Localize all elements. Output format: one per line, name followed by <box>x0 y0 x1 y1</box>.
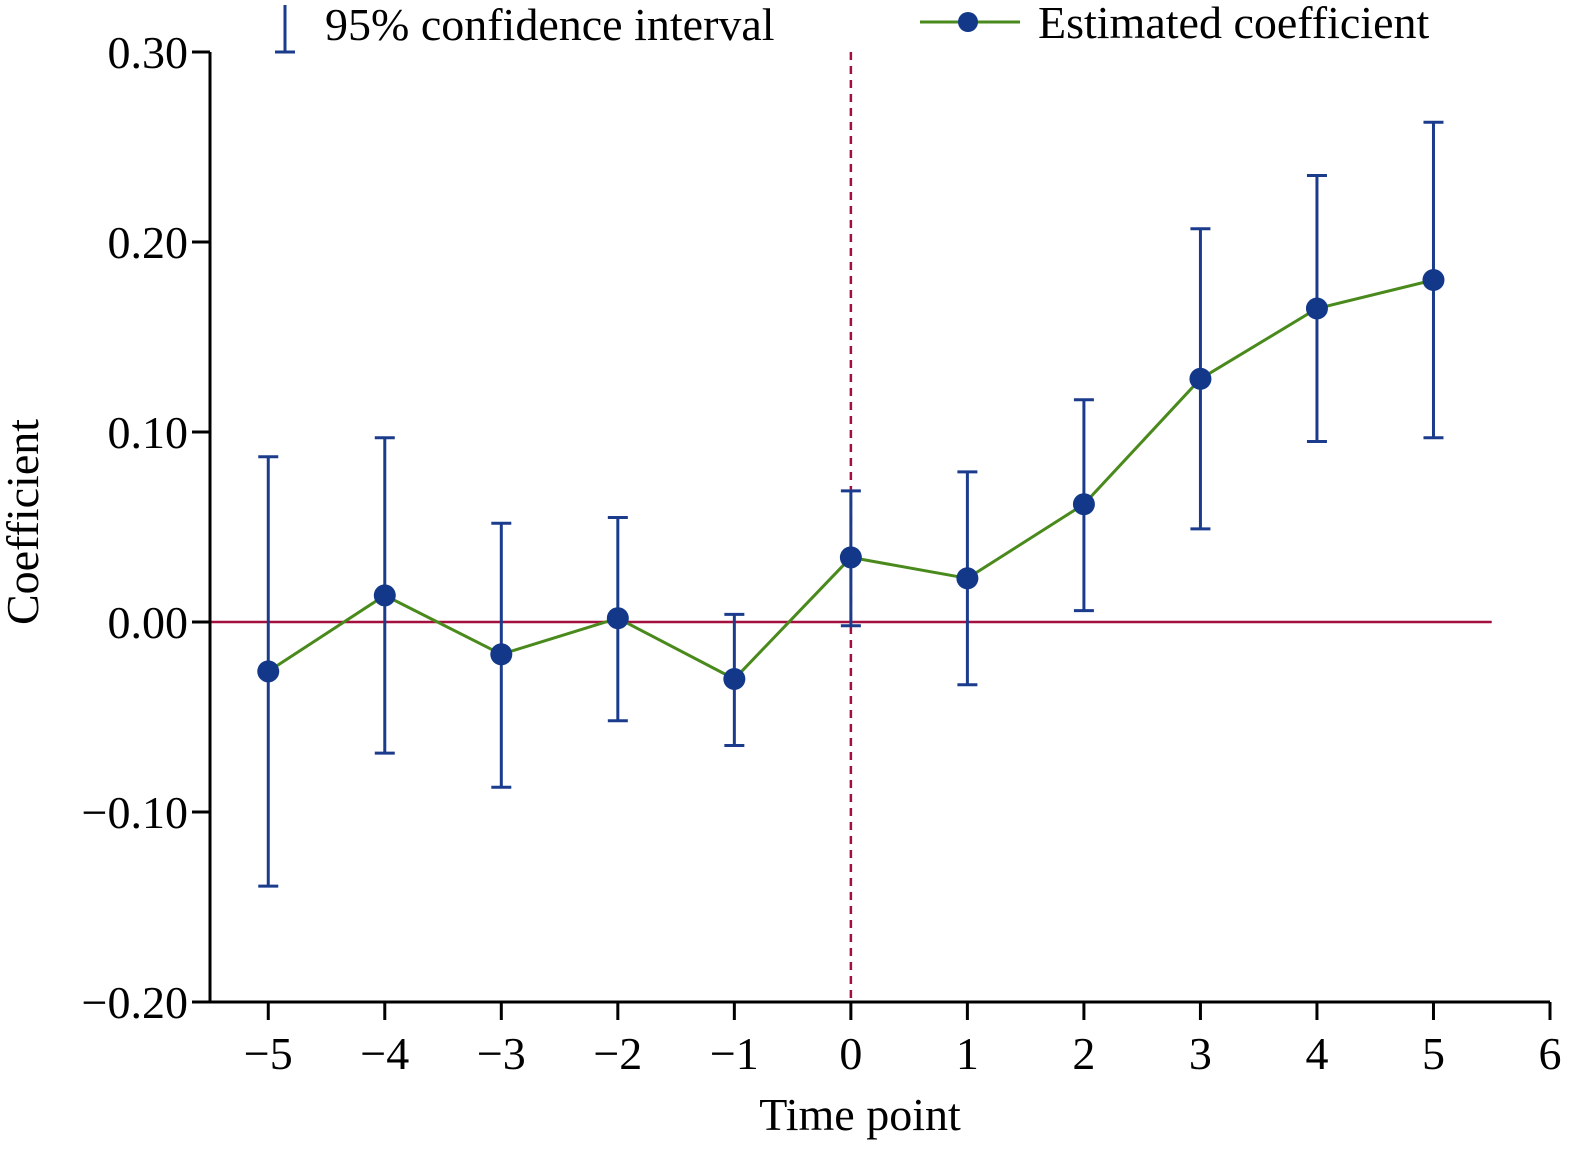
x-axis-label: Time point <box>759 1089 961 1140</box>
coefficient-point <box>1189 367 1212 390</box>
coefficient-point <box>1305 297 1328 320</box>
coefficient-point <box>723 668 746 690</box>
coefficient-point <box>839 546 862 569</box>
x-tick-label: 2 <box>1072 1028 1095 1079</box>
y-tick-label: 0.20 <box>108 217 189 268</box>
coefficient-point <box>606 607 629 630</box>
x-tick-label: −1 <box>710 1028 759 1079</box>
x-tick-label: 6 <box>1539 1028 1562 1079</box>
legend-marker-swatch <box>958 12 978 32</box>
coefficient-point <box>1072 493 1095 516</box>
x-tick-label: −4 <box>360 1028 409 1079</box>
x-tick-label: 4 <box>1305 1028 1328 1079</box>
coefficient-point <box>373 584 396 607</box>
x-tick-label: 1 <box>956 1028 979 1079</box>
y-tick-label: 0.10 <box>108 407 189 458</box>
legend-coef-label: Estimated coefficient <box>1038 0 1429 48</box>
x-tick-label: 0 <box>839 1028 862 1079</box>
x-tick-label: −3 <box>477 1028 526 1079</box>
x-tick-label: −2 <box>593 1028 642 1079</box>
y-tick-label: 0.00 <box>108 597 189 648</box>
x-tick-label: 5 <box>1422 1028 1445 1079</box>
x-tick-label: −5 <box>244 1028 293 1079</box>
coefficient-point <box>490 643 513 666</box>
legend-ci-label: 95% confidence interval <box>325 0 775 50</box>
coefficient-point <box>257 660 280 683</box>
y-tick-label: 0.30 <box>108 27 189 78</box>
y-tick-label: −0.20 <box>82 977 188 1028</box>
coefficient-point <box>956 567 979 590</box>
x-tick-label: 3 <box>1189 1028 1212 1079</box>
y-axis-label: Coefficient <box>0 419 48 625</box>
y-tick-label: −0.10 <box>82 787 188 838</box>
coefficient-point <box>1422 269 1445 291</box>
